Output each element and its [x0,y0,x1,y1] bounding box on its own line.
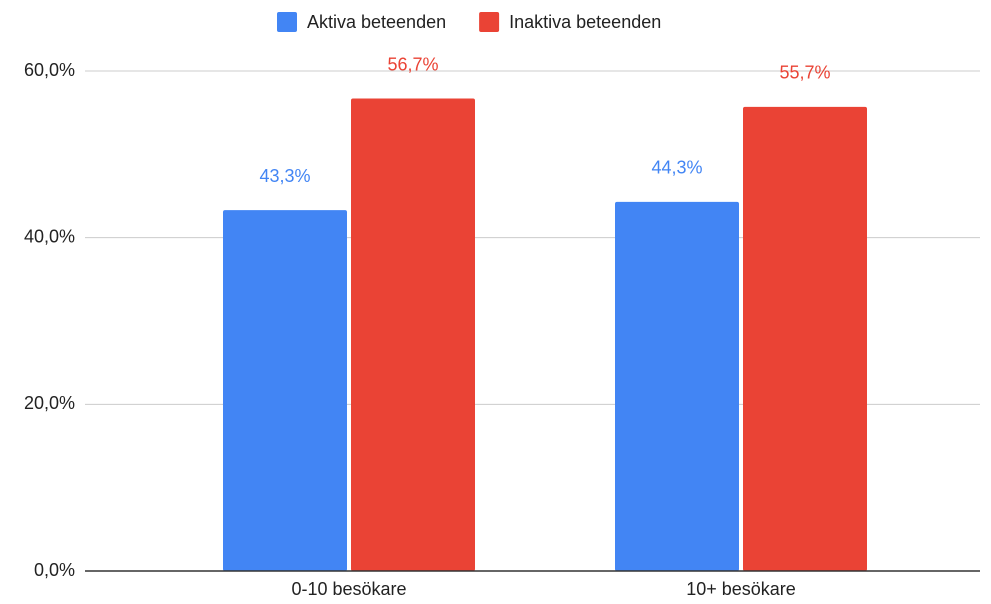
y-tick-label: 0,0% [34,560,75,580]
data-label: 44,3% [651,158,702,178]
data-label: 56,7% [387,54,438,74]
bar [351,98,475,571]
legend-swatch [277,12,297,32]
y-tick-label: 40,0% [24,226,75,246]
x-tick-label: 0-10 besökare [291,579,406,599]
bar [615,201,739,572]
bar [743,106,867,571]
legend-label: Aktiva beteenden [307,12,446,32]
x-tick-label: 10+ besökare [686,579,796,599]
y-tick-label: 60,0% [24,60,75,80]
data-label: 55,7% [779,63,830,83]
legend-label: Inaktiva beteenden [509,12,661,32]
data-label: 43,3% [259,166,310,186]
bar [223,210,347,571]
legend-swatch [479,12,500,32]
y-tick-label: 20,0% [24,393,75,413]
